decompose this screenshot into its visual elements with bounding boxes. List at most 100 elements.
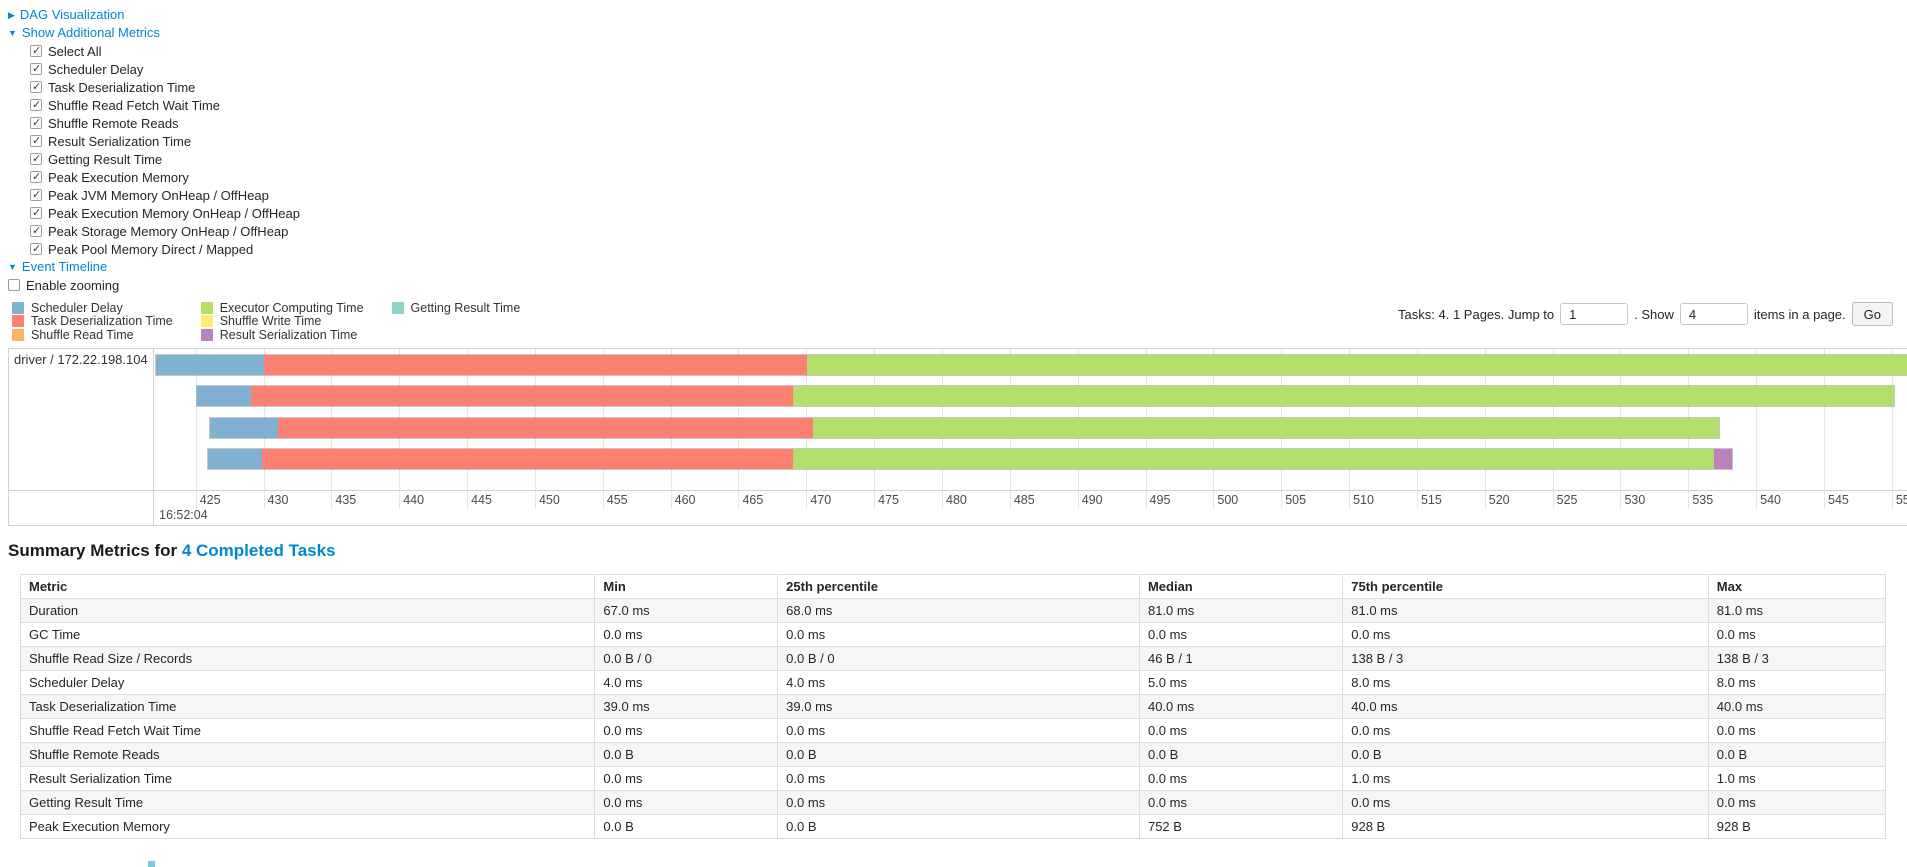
summary-table-row: Shuffle Read Size / Records 0.0 B / 0 0.0 … (19, 645, 1887, 671)
summary-table-row: Shuffle Remote Reads 0.0 B 0.0 B 0.0 B 0.0 B… (19, 741, 1887, 767)
legend-swatch (391, 301, 404, 314)
axis-tick-label: 445 (471, 492, 492, 507)
task-segment-executor_computing[interactable] (806, 354, 1907, 375)
task-segment-task_deserialization[interactable] (250, 386, 794, 407)
jump-to-page-input[interactable] (1560, 303, 1629, 325)
metric-checkbox[interactable] (30, 62, 42, 75)
metric-value-cell: 0.0 ms (1342, 789, 1709, 815)
metric-value-cell: 40.0 ms (1138, 693, 1344, 719)
metric-checkbox-item[interactable]: Peak Pool Memory Direct / Mapped (30, 240, 253, 258)
event-timeline-toggle[interactable]: ▼ Event Timeline (8, 258, 107, 276)
legend-swatch (12, 315, 24, 328)
metric-value-cell: 39.0 ms (777, 693, 1140, 719)
axis-tick-label: 485 (1013, 492, 1035, 507)
axis-tick-label: 470 (810, 492, 832, 507)
axis-tick-label: 500 (1217, 492, 1239, 507)
task-segment-result_serialization[interactable] (1714, 449, 1733, 470)
task-segment-executor_computing[interactable] (793, 386, 1894, 407)
summary-table-row: Duration 67.0 ms 68.0 ms 81.0 ms 81.0 ms 81.0… (19, 597, 1887, 623)
task-segment-executor_computing[interactable] (813, 417, 1719, 438)
metric-checkbox[interactable] (30, 188, 42, 201)
task-segment-executor_computing[interactable] (792, 449, 1715, 470)
metric-checkbox[interactable] (30, 98, 42, 111)
metric-checkbox-item[interactable]: Scheduler Delay (30, 60, 143, 78)
task-segment-scheduler_delay[interactable] (207, 449, 262, 470)
metric-value-cell: 0.0 B (777, 813, 1140, 839)
metric-checkbox-item[interactable]: Peak Execution Memory OnHeap / OffHeap (30, 204, 300, 222)
task-segment-task_deserialization[interactable] (261, 449, 793, 470)
metric-value-cell: 4.0 ms (777, 669, 1140, 695)
enable-zooming-checkbox[interactable] (8, 279, 20, 291)
summary-table-header-row: Metric Min 25th percentile Median 75th perce… (19, 573, 1887, 599)
metric-checkbox[interactable] (30, 206, 42, 219)
metric-value-cell: 81.0 ms (1342, 597, 1709, 623)
metric-checkbox[interactable] (30, 152, 42, 165)
axis-tick-label: 495 (1149, 492, 1171, 507)
metric-value-cell: 0.0 ms (777, 717, 1140, 743)
task-segment-task_deserialization[interactable] (264, 354, 807, 375)
task-segment-scheduler_delay[interactable] (196, 386, 251, 407)
summary-column-header: 25th percentile (777, 573, 1140, 599)
legend-label: Result Serialization Time (219, 327, 358, 342)
axis-tick-label: 455 (606, 492, 628, 507)
task-segment-scheduler_delay[interactable] (156, 354, 265, 375)
axis-tick-label: 525 (1556, 492, 1578, 507)
metric-checkbox-item[interactable]: Shuffle Remote Reads (30, 114, 179, 132)
executor-group-label: driver / 172.22.198.104 (14, 351, 148, 367)
metric-checkbox-label: Peak JVM Memory OnHeap / OffHeap (48, 187, 269, 203)
legend-swatch (12, 301, 24, 314)
metric-checkbox-item[interactable]: Getting Result Time (30, 150, 162, 168)
metric-name-cell: Shuffle Remote Reads (19, 741, 596, 767)
summary-column-header: 75th percentile (1342, 573, 1709, 599)
metric-checkbox-item[interactable]: Peak JVM Memory OnHeap / OffHeap (30, 186, 269, 204)
metric-checkbox[interactable] (30, 44, 42, 57)
legend-item: Scheduler Delay (12, 301, 173, 315)
go-button[interactable]: Go (1851, 302, 1893, 326)
expanded-arrow-icon: ▼ (8, 262, 17, 272)
metric-checkbox[interactable] (30, 224, 42, 237)
pagination-summary-text: Tasks: 4. 1 Pages. Jump to (1398, 306, 1555, 322)
legend-swatch (200, 328, 213, 341)
task-timeline-bar[interactable] (195, 385, 1895, 408)
timeline-legend: Scheduler Delay Task Deserialization Tim… (12, 301, 520, 342)
metric-checkbox[interactable] (30, 116, 42, 129)
metric-checkbox-item[interactable]: Select All (30, 42, 101, 60)
metric-checkbox-item[interactable]: Shuffle Read Fetch Wait Time (30, 96, 220, 114)
metric-checkbox[interactable] (30, 170, 42, 183)
summary-table-body: Duration 67.0 ms 68.0 ms 81.0 ms 81.0 ms 81.0… (19, 597, 1887, 839)
legend-item: Shuffle Read Time (12, 328, 173, 342)
expanded-arrow-icon: ▼ (8, 28, 17, 38)
task-timeline-bar[interactable] (209, 416, 1720, 439)
summary-table-row: Result Serialization Time 0.0 ms 0.0 ms 0.0… (19, 765, 1887, 791)
enable-zooming-label: Enable zooming (26, 277, 120, 293)
items-per-page-input[interactable] (1679, 303, 1748, 325)
metric-checkbox[interactable] (30, 134, 42, 147)
legend-item: Result Serialization Time (200, 327, 364, 342)
event-timeline-chart: driver / 172.22.198.104 16:52:04 425 430 4… (8, 347, 1907, 526)
axis-major-time-label: 16:52:04 (159, 507, 208, 522)
metric-value-cell: 0.0 ms (594, 789, 779, 815)
metric-value-cell: 46 B / 1 (1138, 645, 1344, 671)
show-additional-metrics-toggle[interactable]: ▼ Show Additional Metrics (8, 24, 160, 42)
metric-value-cell: 40.0 ms (1707, 693, 1887, 719)
task-timeline-bar[interactable] (155, 353, 1907, 376)
timeline-plot: 16:52:04 425 430 435 440 445 450 455 460 465 470 4… (155, 348, 1907, 522)
completed-tasks-link[interactable]: 4 Completed Tasks (181, 540, 336, 560)
metric-checkbox[interactable] (30, 80, 42, 93)
metric-value-cell: 0.0 ms (594, 717, 779, 743)
enable-zooming-row[interactable]: Enable zooming (8, 276, 119, 294)
axis-tick-label: 440 (403, 492, 425, 507)
metric-value-cell: 0.0 ms (1707, 789, 1887, 815)
metric-checkbox-item[interactable]: Task Deserialization Time (30, 78, 195, 96)
dag-visualization-toggle[interactable]: ▶ DAG Visualization (8, 6, 124, 24)
axis-gridline (1824, 348, 1825, 509)
axis-tick-label: 530 (1624, 492, 1646, 507)
task-segment-scheduler_delay[interactable] (210, 417, 279, 438)
metric-checkbox[interactable] (30, 242, 42, 255)
metric-checkbox-item[interactable]: Peak Execution Memory (30, 168, 189, 186)
task-timeline-bar[interactable] (206, 448, 1734, 471)
metric-checkbox-item[interactable]: Result Serialization Time (30, 132, 191, 150)
metric-checkbox-item[interactable]: Peak Storage Memory OnHeap / OffHeap (30, 222, 288, 240)
task-segment-task_deserialization[interactable] (278, 417, 814, 438)
metric-value-cell: 8.0 ms (1707, 669, 1887, 695)
